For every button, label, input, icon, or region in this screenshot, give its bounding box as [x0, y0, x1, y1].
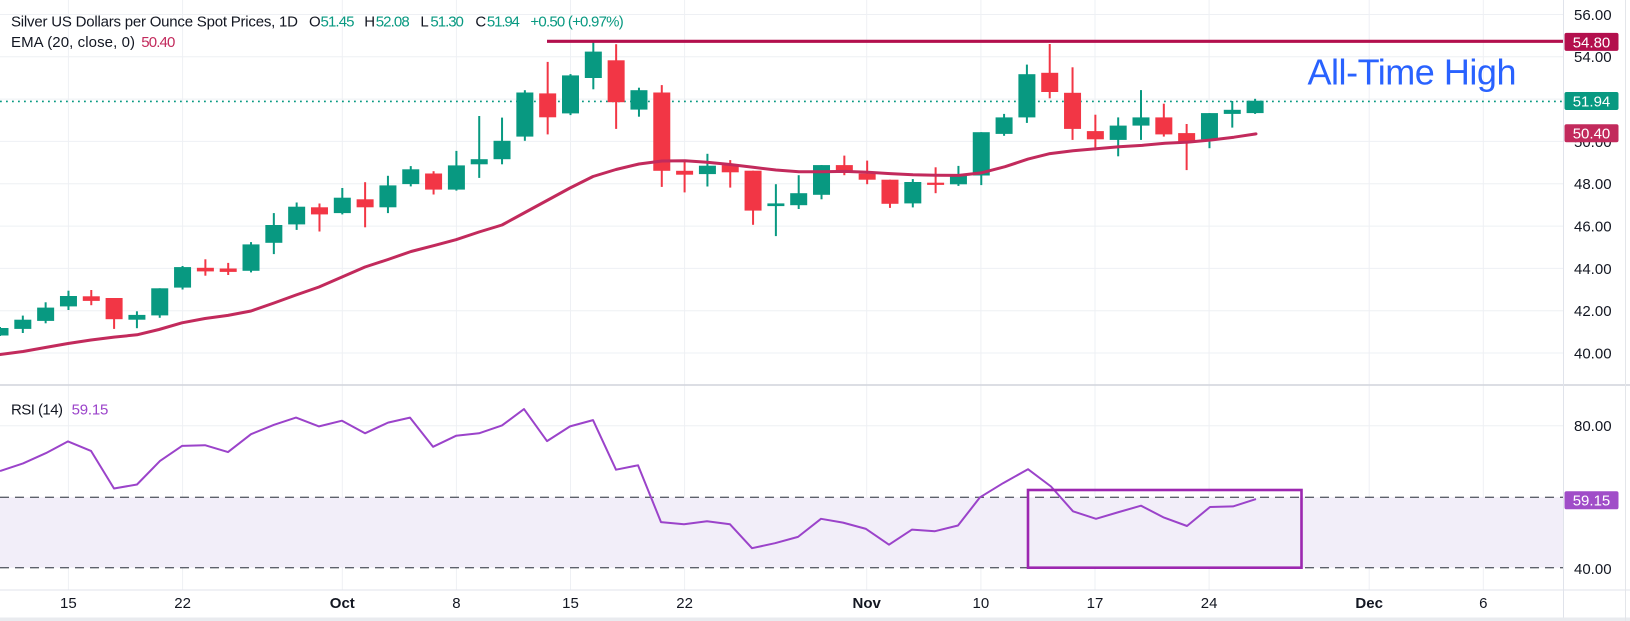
svg-text:Silver US Dollars per Ounce Sp: Silver US Dollars per Ounce Spot Prices,… — [11, 14, 298, 31]
svg-text:22: 22 — [676, 595, 693, 612]
svg-text:51.94: 51.94 — [1573, 93, 1611, 110]
svg-text:L: L — [420, 14, 428, 31]
svg-text:50.40: 50.40 — [1573, 126, 1611, 143]
svg-text:44.00: 44.00 — [1574, 261, 1612, 278]
svg-text:42.00: 42.00 — [1574, 303, 1612, 320]
svg-text:+0.50 (+0.97%): +0.50 (+0.97%) — [530, 14, 623, 31]
svg-text:80.00: 80.00 — [1574, 418, 1612, 435]
svg-text:54.80: 54.80 — [1573, 34, 1611, 51]
svg-text:Nov: Nov — [853, 595, 882, 612]
svg-text:10: 10 — [973, 595, 990, 612]
svg-text:56.00: 56.00 — [1574, 7, 1612, 24]
svg-text:RSI (14): RSI (14) — [11, 402, 63, 419]
svg-text:51.94: 51.94 — [487, 14, 520, 31]
svg-text:24: 24 — [1201, 595, 1218, 612]
svg-text:40.00: 40.00 — [1574, 561, 1612, 578]
svg-text:EMA (20, close, 0): EMA (20, close, 0) — [11, 34, 135, 51]
svg-text:59.15: 59.15 — [72, 402, 109, 419]
svg-text:15: 15 — [562, 595, 579, 612]
svg-text:52.08: 52.08 — [376, 14, 410, 31]
svg-text:22: 22 — [174, 595, 191, 612]
svg-text:17: 17 — [1087, 595, 1104, 612]
svg-text:H: H — [364, 14, 375, 31]
svg-text:C: C — [475, 14, 486, 31]
svg-text:Dec: Dec — [1355, 595, 1383, 612]
svg-text:50.40: 50.40 — [141, 34, 175, 51]
svg-text:O: O — [309, 14, 321, 31]
svg-text:48.00: 48.00 — [1574, 176, 1612, 193]
svg-text:54.00: 54.00 — [1574, 49, 1612, 66]
svg-text:6: 6 — [1479, 595, 1487, 612]
svg-text:59.15: 59.15 — [1573, 493, 1611, 510]
svg-text:8: 8 — [452, 595, 460, 612]
svg-text:15: 15 — [60, 595, 77, 612]
svg-text:40.00: 40.00 — [1574, 345, 1612, 362]
svg-text:51.30: 51.30 — [430, 14, 464, 31]
svg-text:All-Time High: All-Time High — [1308, 52, 1517, 93]
svg-text:46.00: 46.00 — [1574, 219, 1612, 236]
svg-text:Oct: Oct — [330, 595, 355, 612]
svg-text:51.45: 51.45 — [321, 14, 355, 31]
